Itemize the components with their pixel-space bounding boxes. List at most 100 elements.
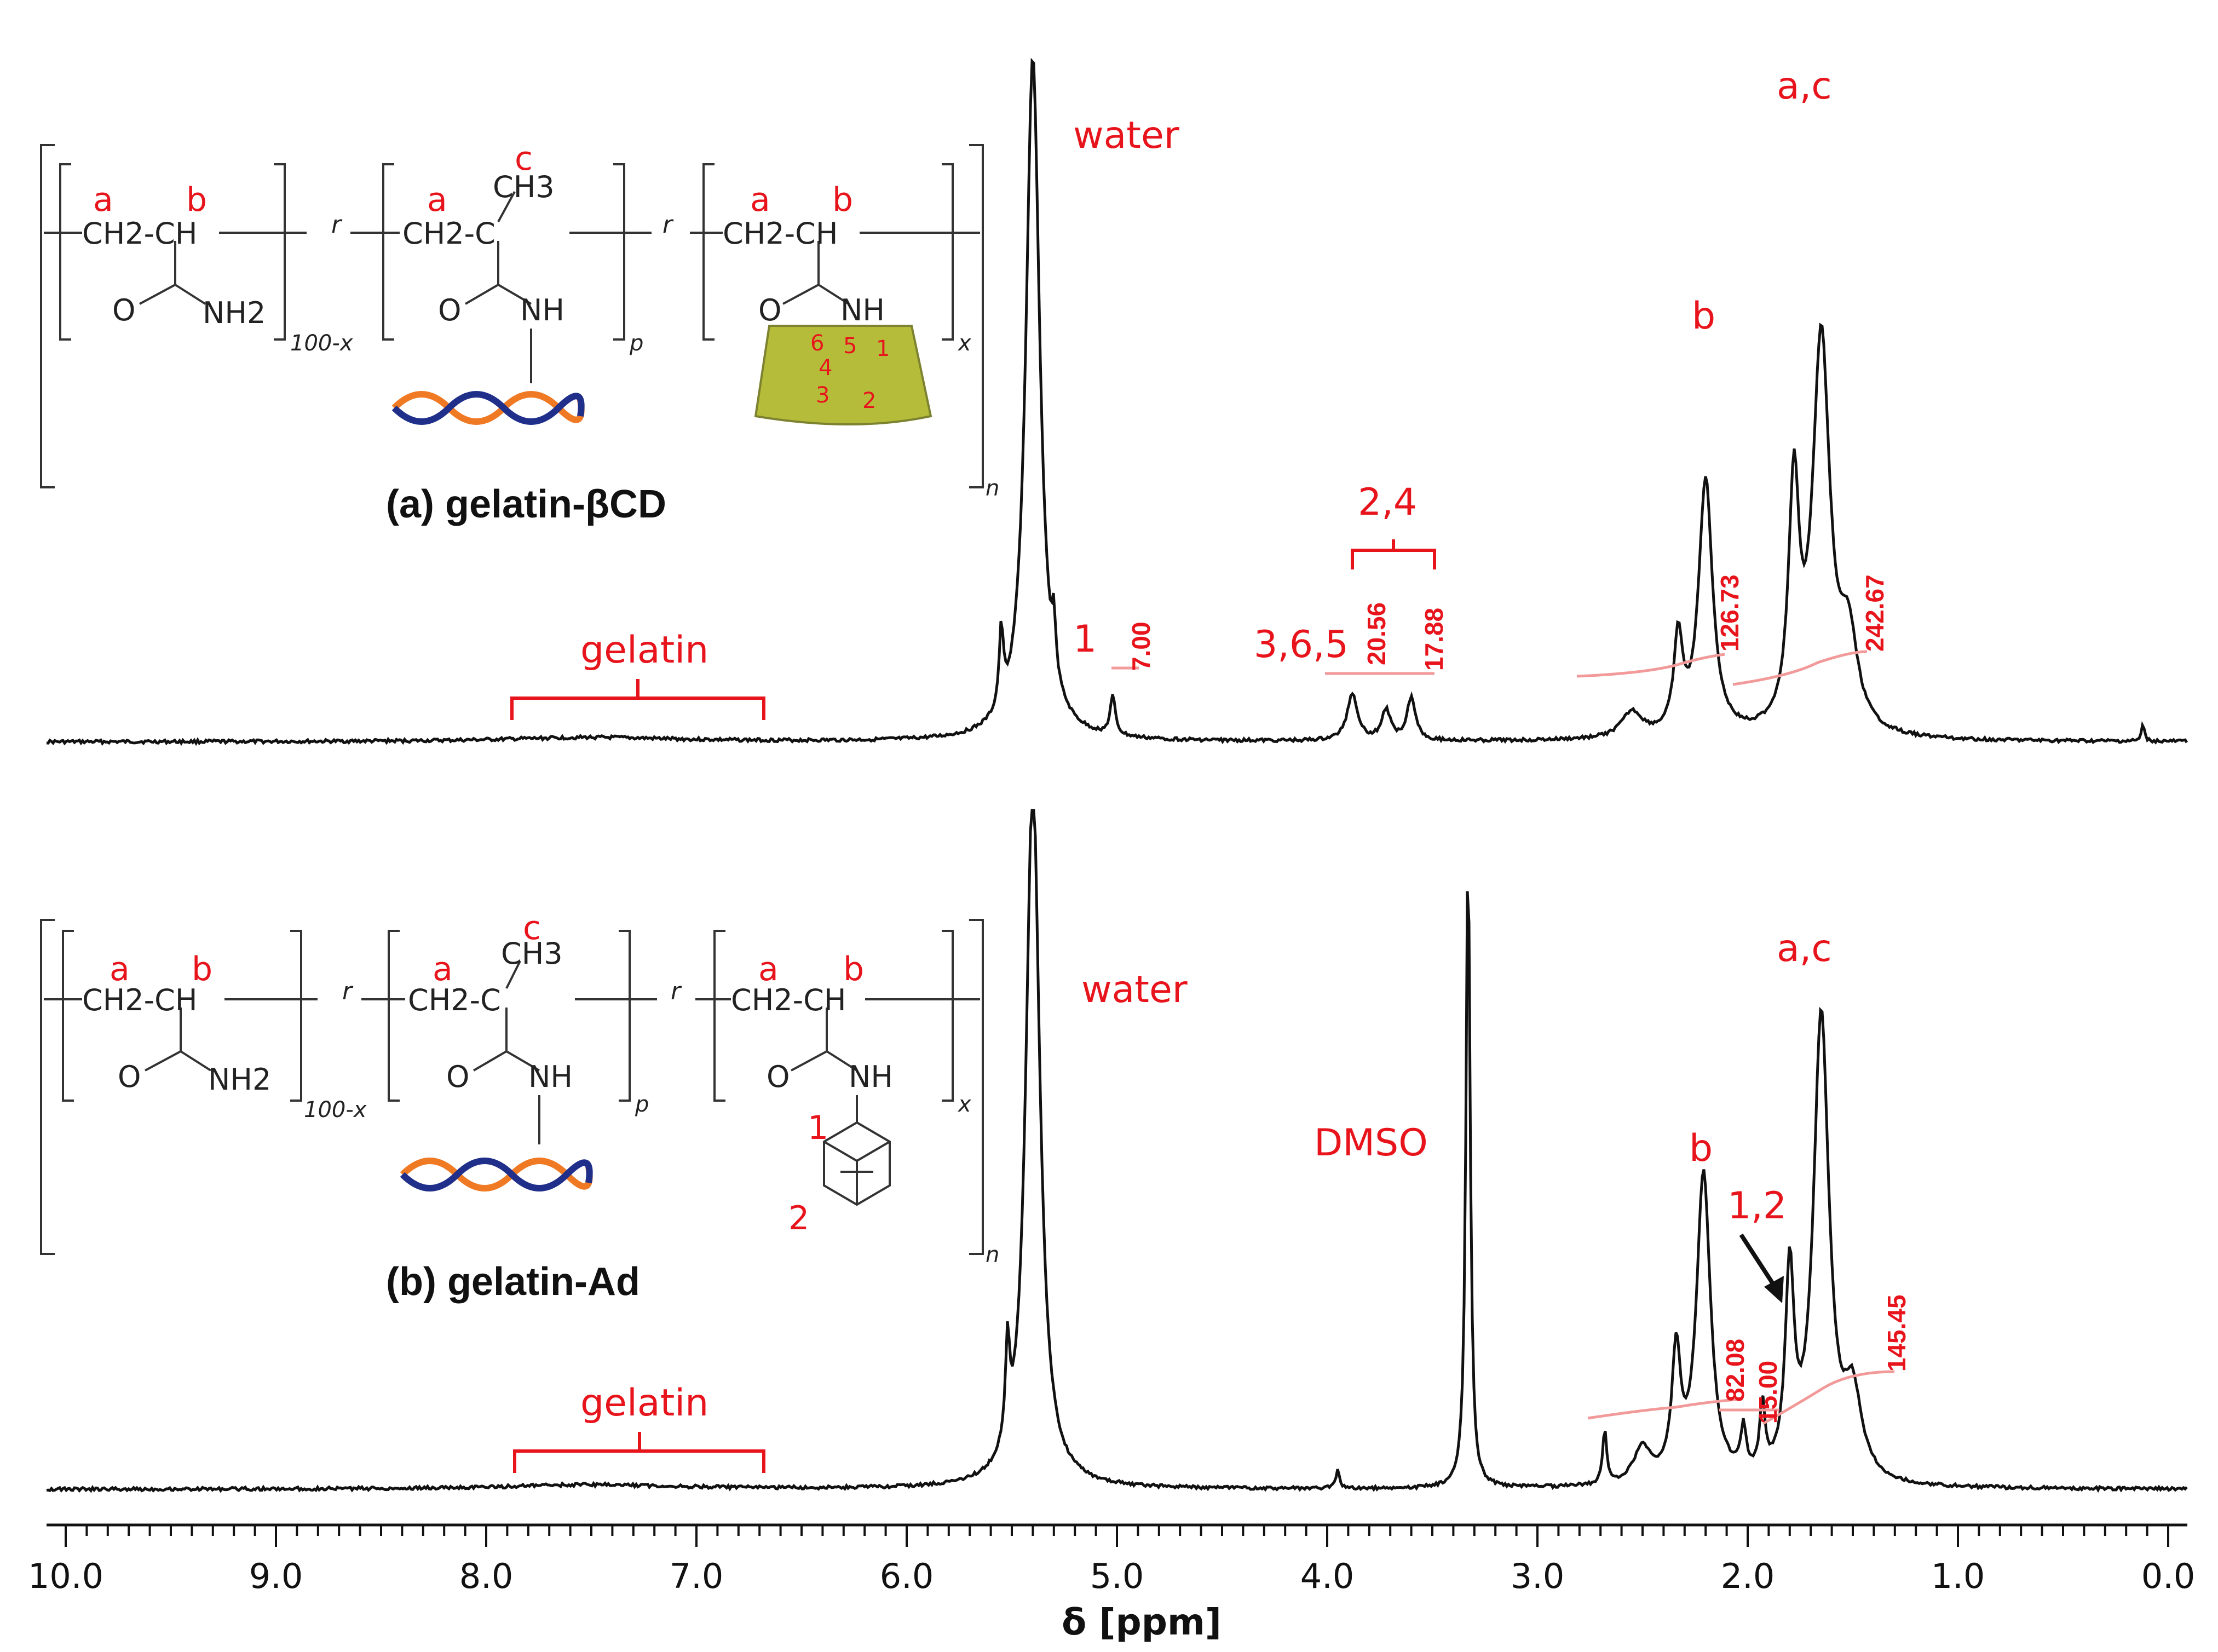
- x-tick-label: 2.0: [1721, 1556, 1775, 1596]
- o-3: O: [758, 293, 782, 327]
- site-b-b3: b: [843, 950, 864, 988]
- cyclodextrin-icon-a: [754, 325, 932, 425]
- sub-p-b: p: [635, 1092, 649, 1117]
- bracket-2-a: [382, 163, 625, 341]
- bracket-1-a: [59, 163, 286, 341]
- site-b-1: b: [186, 181, 207, 219]
- site-b-b1: b: [192, 950, 212, 988]
- integral-value-a-5: 242.67: [1860, 574, 1889, 652]
- structure-a: [40, 144, 984, 488]
- cd-num-2: 2: [862, 388, 876, 413]
- integral-value-b-3: 145.45: [1882, 1294, 1911, 1372]
- nh-b2: NH: [528, 1060, 573, 1094]
- label-24-a: 2,4: [1358, 481, 1417, 524]
- sub-r-a1: r: [331, 211, 343, 239]
- methyl-a: [497, 191, 516, 222]
- ch2-ch-3: CH2-CH: [723, 216, 838, 251]
- x-tick-label: 9.0: [249, 1556, 303, 1596]
- bracket-24-a: [1351, 539, 1436, 569]
- adamantane-icon-b: [823, 1121, 891, 1206]
- x-tick-label: 3.0: [1511, 1556, 1565, 1596]
- ch2-ch-1: CH2-CH: [82, 216, 197, 251]
- structure-a-text: a b a c a b CH2-CH CH3 CH2-C CH2-CH O NH…: [82, 140, 999, 526]
- o-b1: O: [118, 1060, 141, 1094]
- amide-2-b: [473, 1008, 540, 1144]
- cd-num-5: 5: [843, 333, 857, 359]
- bracket-3-b: [713, 930, 954, 1102]
- label-12-b: 1,2: [1727, 1184, 1787, 1228]
- sub-n-b: n: [986, 1242, 999, 1268]
- nh-2: NH: [520, 293, 564, 327]
- arrow-12-b: [1739, 1233, 1779, 1291]
- amide-2-a: [464, 241, 532, 383]
- bracket-gelatin-a: [510, 679, 765, 720]
- x-tick-label: 1.0: [1931, 1556, 1985, 1596]
- ch2-c-2: CH2-C: [402, 216, 496, 251]
- arrow-head-12-b: [1764, 1276, 1784, 1303]
- bracket-outer-a: [40, 144, 984, 488]
- ch2-ch-b1: CH2-CH: [82, 983, 197, 1017]
- ch3-2: CH3: [493, 170, 555, 204]
- label-water-b: water: [1081, 968, 1188, 1011]
- label-ac-b: a,c: [1777, 927, 1832, 970]
- integral-value-a-3: 17.88: [1420, 608, 1448, 671]
- dna-blue-b: [400, 1158, 593, 1191]
- structure-a-title: (a) gelatin-βCD: [386, 482, 666, 526]
- o-2: O: [438, 293, 462, 327]
- label-gelatin-b: gelatin: [580, 1382, 708, 1425]
- site-a-b2: a: [433, 950, 453, 988]
- bracket-3-a: [702, 163, 954, 341]
- integral-curves-b: [1587, 1370, 1895, 1425]
- label-water-a: water: [1073, 114, 1179, 157]
- x-tick-label: 5.0: [1090, 1556, 1144, 1596]
- sub-x-b: x: [957, 1092, 971, 1117]
- site-b-3: b: [832, 181, 853, 219]
- x-tick-label: 6.0: [880, 1556, 934, 1596]
- site-a-b1: a: [110, 950, 130, 988]
- nh-b3: NH: [849, 1060, 893, 1094]
- ch2-c-b2: CH2-C: [408, 983, 501, 1017]
- structure-b: [40, 919, 984, 1255]
- methyl-b: [505, 960, 521, 989]
- integral-curve-b-1: [1587, 1397, 1742, 1420]
- x-axis-ticks: 10.0 9.0 8.0 7.0 6.0 5.0 4.0 3.0 2.0 1.0 0.0: [28, 1525, 2195, 1596]
- bracket-2-b: [388, 930, 631, 1102]
- site-a-b3: a: [758, 950, 779, 988]
- label-b-b: b: [1689, 1127, 1713, 1170]
- site-a-3: a: [750, 181, 770, 219]
- site-c-2: c: [515, 140, 533, 178]
- sub-r-a2: r: [662, 211, 674, 239]
- x-axis-label: δ [ppm]: [1062, 1601, 1222, 1643]
- dna-blue-a: [391, 391, 585, 425]
- sub-r-b1: r: [342, 977, 354, 1005]
- label-dmso-b: DMSO: [1314, 1121, 1428, 1165]
- cd-num-4: 4: [819, 355, 832, 381]
- label-gelatin-a: gelatin: [580, 629, 708, 672]
- integral-value-a-4: 126.73: [1715, 574, 1744, 652]
- ch3-b2: CH3: [501, 936, 563, 971]
- label-1-a: 1: [1073, 618, 1097, 661]
- structure-b-title: (b) gelatin-Ad: [386, 1260, 640, 1304]
- bracket-1-b: [62, 930, 302, 1102]
- amide-1-a: [139, 241, 206, 305]
- sub-n-a: n: [986, 476, 999, 501]
- integral-value-b-2: 15.00: [1754, 1361, 1782, 1424]
- x-tick-label: 8.0: [459, 1556, 514, 1596]
- site-a-1: a: [93, 181, 113, 219]
- integral-curves-a: [1111, 650, 1868, 686]
- site-a-2: a: [427, 181, 447, 219]
- x-tick-label: 7.0: [670, 1556, 724, 1596]
- sub-r-b2: r: [671, 977, 682, 1005]
- cd-num-6: 6: [810, 331, 824, 356]
- integral-value-a-2: 20.56: [1362, 602, 1391, 665]
- cd-num-3: 3: [816, 383, 829, 408]
- label-365-a: 3,6,5: [1254, 623, 1349, 666]
- x-axis: 10.0 9.0 8.0 7.0 6.0 5.0 4.0 3.0 2.0 1.0 0.0 δ [pp…: [28, 1523, 2195, 1643]
- spectrum-trace-b: [46, 809, 2188, 1493]
- o-b2: O: [446, 1060, 470, 1094]
- sub-100x-a: 100-x: [290, 331, 353, 356]
- integral-value-b-1: 82.08: [1721, 1339, 1749, 1402]
- ch2-ch-b3: CH2-CH: [731, 983, 846, 1017]
- spectrum-a-group: water a,c b 2,4 3,6,5 1 gelatin 7.00 20.…: [46, 57, 2188, 746]
- label-ac-a: a,c: [1777, 65, 1832, 108]
